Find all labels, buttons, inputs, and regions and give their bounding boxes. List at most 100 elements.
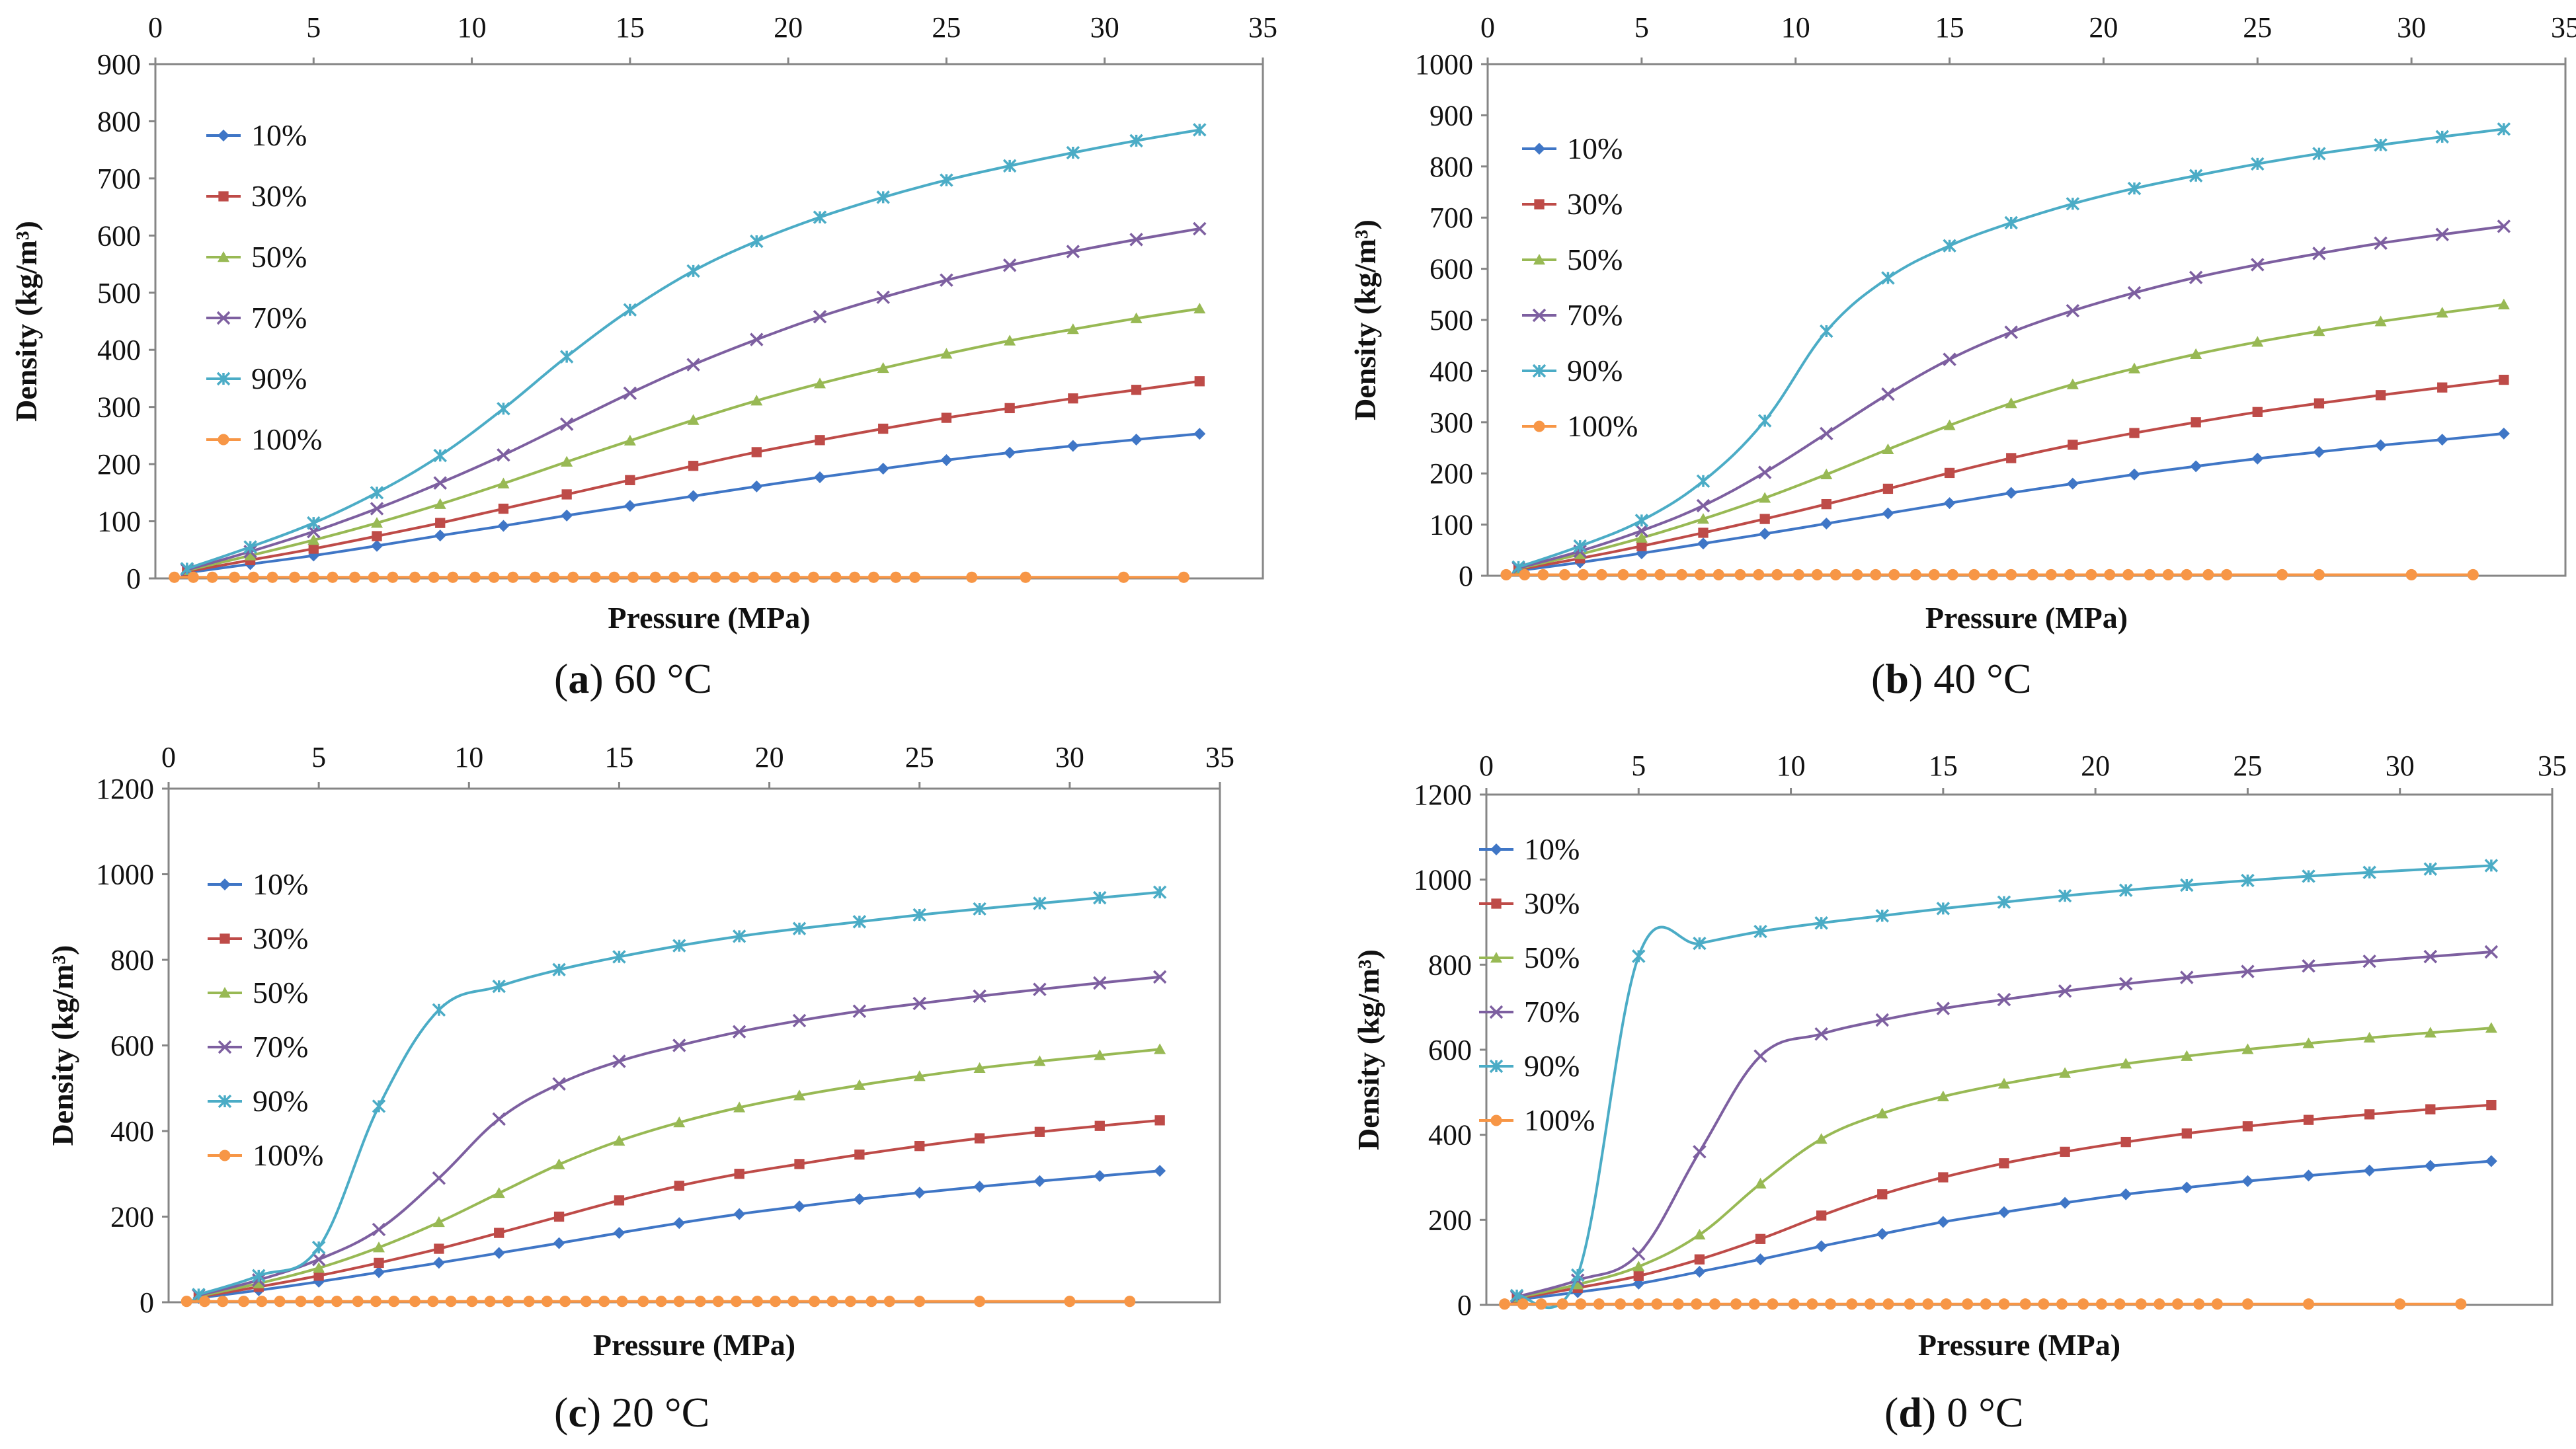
legend-label: 50% xyxy=(253,976,308,1009)
data-point xyxy=(553,1211,565,1222)
x-tick-label: 15 xyxy=(1935,11,1964,44)
data-point xyxy=(1820,468,1833,479)
data-point xyxy=(1816,1210,1827,1221)
data-point xyxy=(2486,1099,2497,1111)
legend-item: 30% xyxy=(1479,886,1580,920)
x-tick-label: 0 xyxy=(161,741,176,773)
data-point xyxy=(1980,1298,1992,1310)
data-point xyxy=(2104,568,2116,581)
data-point xyxy=(612,1054,626,1068)
data-point xyxy=(672,939,686,953)
x-tick-label: 5 xyxy=(311,741,326,773)
data-point xyxy=(1570,1268,1585,1282)
legend-item: 50% xyxy=(206,240,307,274)
data-point xyxy=(373,1241,385,1253)
data-point xyxy=(1815,1240,1828,1253)
legend-label: 10% xyxy=(253,867,308,901)
data-point xyxy=(2189,270,2203,284)
x-tick-label: 30 xyxy=(2397,11,2426,44)
data-point xyxy=(2497,427,2510,440)
y-axis-label: Density (kg/m³) xyxy=(9,221,43,422)
data-point xyxy=(388,1296,400,1308)
data-point xyxy=(2302,959,2315,973)
series-line xyxy=(1517,128,2505,568)
data-point xyxy=(830,571,842,583)
data-point xyxy=(541,1296,553,1308)
data-point xyxy=(1759,492,1771,503)
data-point xyxy=(1066,245,1080,258)
x-tick-label: 0 xyxy=(148,11,163,44)
y-tick-label: 500 xyxy=(97,277,141,309)
data-point xyxy=(308,543,319,554)
data-point xyxy=(1815,1133,1828,1144)
data-point xyxy=(1771,568,1783,581)
data-point xyxy=(1067,323,1079,334)
data-point xyxy=(1999,1158,2009,1169)
data-point xyxy=(940,348,953,359)
data-point xyxy=(2314,398,2325,409)
x-tick-label: 5 xyxy=(1634,11,1649,44)
data-point xyxy=(2058,984,2072,998)
data-point xyxy=(289,571,301,583)
data-point xyxy=(1034,1126,1045,1137)
data-point xyxy=(432,1003,446,1017)
data-point xyxy=(750,480,763,492)
data-point xyxy=(2302,1037,2315,1048)
data-point xyxy=(2302,1298,2315,1310)
series-30pct xyxy=(182,376,1205,577)
y-axis-label: Density (kg/m³) xyxy=(46,945,79,1146)
data-point xyxy=(974,1296,986,1308)
series-50pct xyxy=(1511,1022,2497,1303)
data-point xyxy=(373,1266,385,1278)
data-point xyxy=(2038,1298,2050,1310)
data-point xyxy=(1537,568,1549,581)
legend-item: 30% xyxy=(206,179,307,213)
data-point xyxy=(1876,1107,1888,1118)
data-point xyxy=(1693,1265,1706,1278)
data-point xyxy=(327,571,339,583)
data-point xyxy=(2251,157,2265,171)
caption-letter: b xyxy=(1885,655,1909,702)
data-point xyxy=(2251,336,2264,347)
data-point xyxy=(612,950,626,964)
data-point xyxy=(1632,1247,1646,1261)
data-point xyxy=(2241,873,2255,888)
data-point xyxy=(348,571,361,583)
data-point xyxy=(1697,537,1709,550)
legend-item: 50% xyxy=(1522,243,1623,276)
legend-marker xyxy=(1534,199,1545,210)
data-point xyxy=(2193,1298,2205,1310)
data-point xyxy=(352,1296,364,1308)
data-point xyxy=(2312,147,2326,161)
data-point xyxy=(2302,869,2315,883)
x-tick-label: 35 xyxy=(1205,741,1234,773)
legend-marker xyxy=(218,251,229,262)
data-point xyxy=(1937,1090,1949,1101)
data-point xyxy=(2144,568,2155,581)
data-point xyxy=(2241,964,2255,978)
data-point xyxy=(567,571,579,583)
data-point xyxy=(493,1187,505,1198)
data-point xyxy=(1635,531,1648,543)
x-tick-label: 20 xyxy=(755,741,784,773)
data-point xyxy=(372,531,382,541)
data-point xyxy=(2374,439,2387,451)
data-point xyxy=(2485,1155,2497,1167)
data-point xyxy=(1875,1013,1889,1027)
data-point xyxy=(1500,568,1512,581)
data-point xyxy=(1654,568,1666,581)
data-point xyxy=(1830,568,1841,581)
data-point xyxy=(672,1038,686,1052)
data-point xyxy=(624,500,636,512)
data-point xyxy=(552,1077,566,1091)
data-point xyxy=(1193,123,1207,137)
data-point xyxy=(867,571,879,583)
data-point xyxy=(2423,862,2438,876)
data-point xyxy=(966,571,978,583)
legend-item: 70% xyxy=(1479,995,1580,1029)
data-point xyxy=(2375,390,2386,401)
data-point xyxy=(1193,302,1206,314)
data-point xyxy=(890,571,902,583)
data-point xyxy=(1634,514,1649,528)
